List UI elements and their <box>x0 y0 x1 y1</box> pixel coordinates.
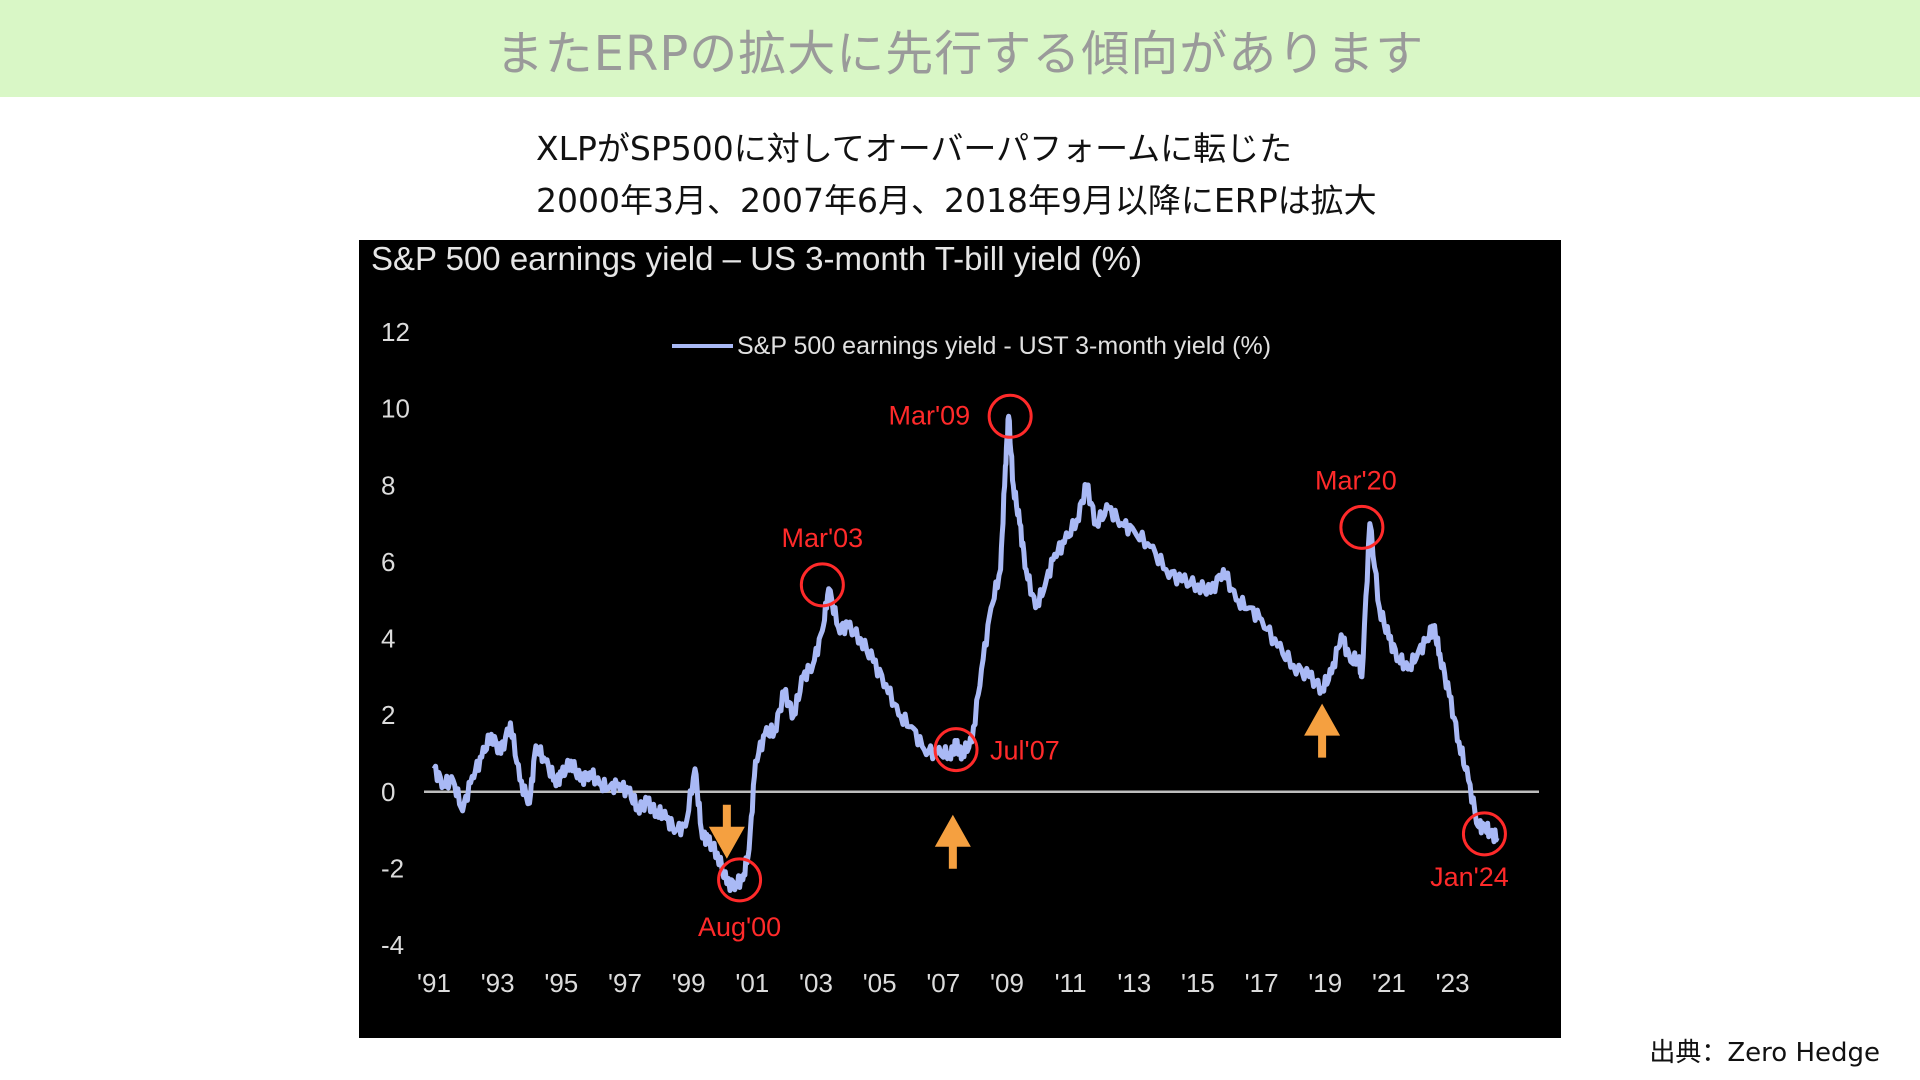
x-tick-label: '93 <box>481 968 515 998</box>
x-tick-label: '11 <box>1055 968 1087 998</box>
y-tick-label: 2 <box>381 700 395 730</box>
y-tick-label: 10 <box>381 394 410 424</box>
arrow-up-icon <box>934 814 971 869</box>
y-tick-label: 4 <box>381 624 395 654</box>
x-axis: '91 '93 '95 '97 '99 '01 '03 '05 '07 '09 '11 '13 '15 '… <box>417 968 1469 998</box>
y-tick-label: -2 <box>381 853 404 883</box>
annotation-circle <box>1461 811 1507 857</box>
x-tick-label: '99 <box>672 968 706 998</box>
y-tick-label: 8 <box>381 470 395 500</box>
source-credit: 出典：Zero Hedge <box>1649 1038 1880 1068</box>
annotation-circle <box>1339 504 1385 550</box>
arrow-up-icon <box>1304 703 1341 758</box>
y-tick-label: 12 <box>381 317 410 347</box>
chart-svg: S&P 500 earnings yield – US 3-month T-bi… <box>371 240 1539 998</box>
annotation-label: Mar'03 <box>781 523 863 553</box>
x-tick-label: '17 <box>1245 968 1279 998</box>
annotation-label: Mar'09 <box>888 400 970 430</box>
x-tick-label: '09 <box>990 968 1024 998</box>
y-tick-label: -4 <box>381 930 404 960</box>
annotation-label: Aug'00 <box>698 912 781 942</box>
x-tick-label: '91 <box>417 968 451 998</box>
annotation-label: Mar'20 <box>1315 465 1397 495</box>
x-tick-label: '03 <box>799 968 833 998</box>
x-tick-label: '15 <box>1181 968 1215 998</box>
chart-panel: S&P 500 earnings yield – US 3-month T-bi… <box>359 240 1561 1038</box>
series-line <box>431 413 1500 893</box>
x-tick-label: '95 <box>544 968 578 998</box>
subtitle-line-2: 2000年3月、2007年6月、2018年9月以降にERPは拡大 <box>536 181 1377 220</box>
x-tick-label: '21 <box>1372 968 1406 998</box>
annotation-label: Jul'07 <box>990 736 1060 766</box>
page-title: またERPの拡大に先行する傾向があります <box>495 25 1425 82</box>
x-tick-label: '01 <box>735 968 769 998</box>
x-tick-label: '23 <box>1436 968 1470 998</box>
legend-label: S&P 500 earnings yield - UST 3-month yie… <box>737 332 1271 360</box>
annotation-circle <box>799 562 845 608</box>
y-axis: -4 -2 0 2 4 6 8 10 12 <box>381 317 410 960</box>
chart-title: S&P 500 earnings yield – US 3-month T-bi… <box>371 240 1142 277</box>
y-tick-label: 6 <box>381 547 395 577</box>
x-tick-label: '97 <box>608 968 642 998</box>
annotation-label: Jan'24 <box>1430 862 1509 892</box>
subtitle-line-1: XLPがSP500に対してオーバーパフォームに転じた <box>536 129 1293 168</box>
legend: S&P 500 earnings yield - UST 3-month yie… <box>672 332 1271 360</box>
x-tick-label: '05 <box>863 968 897 998</box>
plot-area <box>424 413 1539 893</box>
annotation-circle <box>987 393 1033 439</box>
annotation-circle <box>933 727 979 773</box>
header-banner: またERPの拡大に先行する傾向があります <box>0 0 1920 97</box>
annotation-circle <box>717 857 763 903</box>
x-tick-label: '13 <box>1117 968 1151 998</box>
x-tick-label: '19 <box>1308 968 1342 998</box>
arrow-down-icon <box>708 804 745 859</box>
annotations: Aug'00 Mar'03 Jul'07 Mar'09 Mar'20 Jan'24 <box>698 393 1509 942</box>
x-tick-label: '07 <box>926 968 960 998</box>
y-tick-label: 0 <box>381 777 395 807</box>
